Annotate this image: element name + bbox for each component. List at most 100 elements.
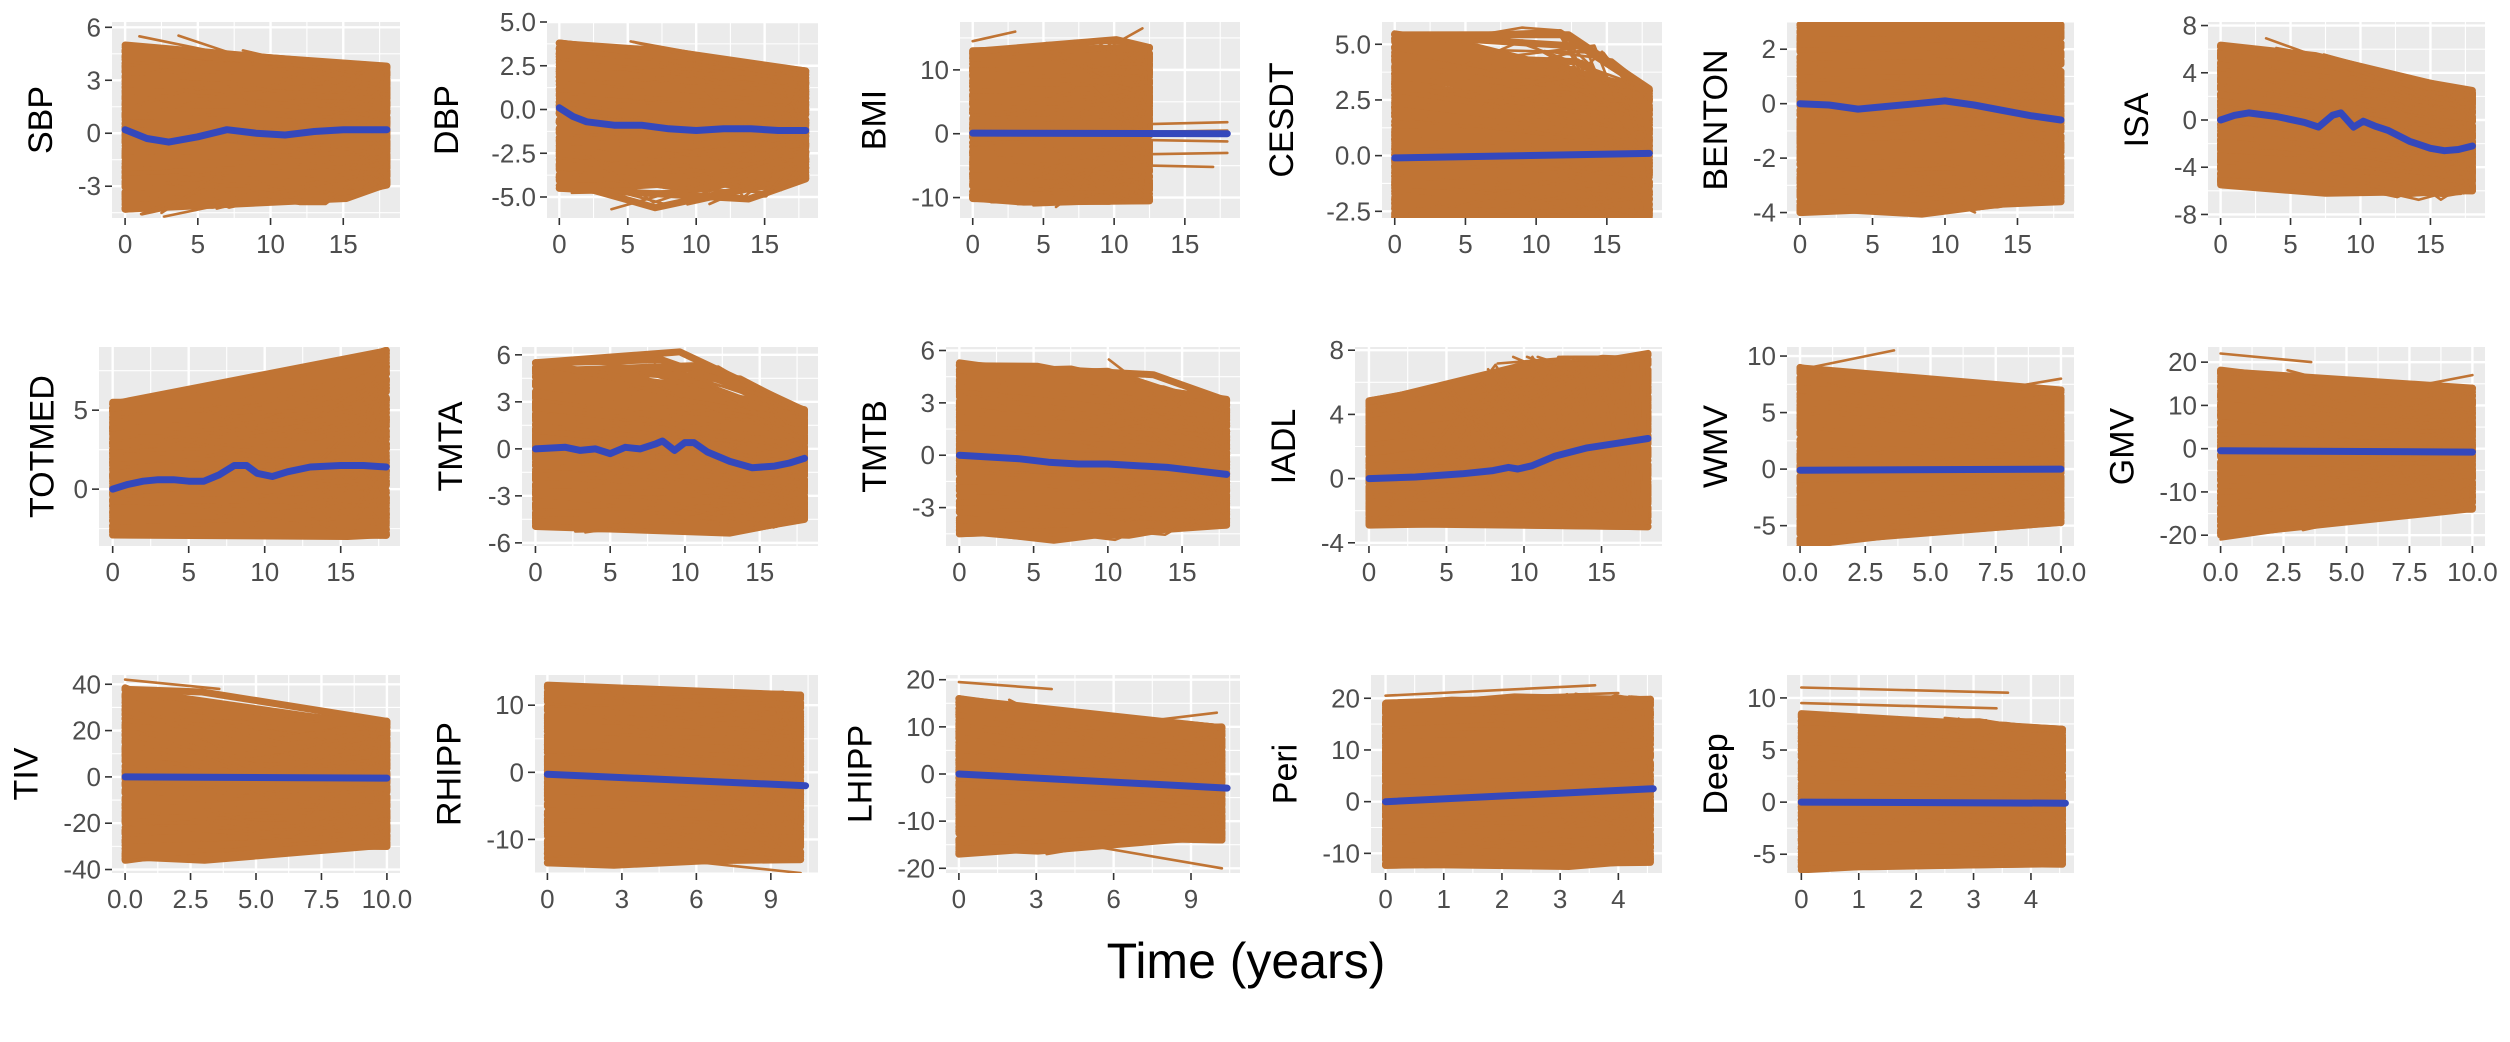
trajectory-line: [1991, 433, 2063, 459]
trajectory-outlier: [223, 833, 389, 853]
trajectory-line: [1039, 98, 1146, 106]
x-tick-label: 10: [2346, 229, 2375, 259]
x-tick-label: 0: [552, 229, 566, 259]
trajectory-line: [2315, 445, 2456, 473]
trajectory-line: [315, 176, 389, 194]
trajectory-line: [1458, 847, 1575, 855]
trajectory-line: [213, 352, 386, 420]
x-tick-label: 15: [1592, 229, 1621, 259]
trend-line-rhipp: [543, 770, 810, 790]
trajectory-line: [1563, 71, 1650, 128]
trajectory-line: [2275, 395, 2464, 430]
trajectory-line: [328, 800, 379, 817]
trajectory-line: [605, 166, 801, 206]
x-tick-label: 2.5: [172, 884, 208, 914]
trajectory-outlier: [1148, 138, 1229, 143]
trajectory-outlier: [971, 30, 1017, 43]
trajectory-line: [1808, 504, 2063, 546]
trajectory-line: [743, 156, 807, 201]
x-tick-label: 15: [2003, 229, 2032, 259]
trajectory-line: [676, 496, 805, 521]
y-tick-label: -6: [488, 528, 511, 558]
y-axis-title-dbp: DBP: [428, 85, 466, 155]
trajectory-line: [270, 514, 345, 537]
trajectory-line: [1399, 186, 1610, 218]
trajectories-peri: [1382, 683, 1654, 870]
trajectory-line: [1165, 759, 1205, 783]
trajectory-line: [321, 503, 383, 538]
trajectory-line: [1394, 769, 1649, 816]
trajectory-line: [1099, 422, 1198, 466]
trajectory-line: [1920, 89, 2063, 139]
trajectory-line: [1911, 188, 2062, 214]
y-tick-label: 0: [87, 118, 101, 148]
x-tick-label: 0.0: [1782, 557, 1818, 587]
trajectory-line: [301, 93, 383, 133]
trajectory-line: [570, 826, 776, 860]
trajectory-line: [1024, 767, 1215, 800]
trend-line-sbp: [121, 126, 391, 146]
trajectory-line: [545, 472, 806, 499]
y-tick-label: -10: [2159, 477, 2197, 507]
trajectory-line: [1458, 774, 1641, 809]
trajectory-line: [1436, 176, 1651, 218]
y-tick-label: 0: [510, 757, 524, 787]
trajectory-line: [1960, 56, 2057, 90]
y-tick-label: -2: [1753, 143, 1776, 173]
trajectory-line: [283, 454, 388, 498]
trajectories-gmv: [2217, 352, 2476, 541]
trajectory-line: [1120, 741, 1223, 771]
trajectory-line: [179, 745, 352, 756]
trajectory-line: [1382, 762, 1654, 774]
trajectory-line: [1802, 73, 1947, 107]
x-tick-label: 2.5: [1847, 557, 1883, 587]
trajectory-line: [656, 430, 804, 466]
trajectory-line: [1846, 389, 2062, 409]
trajectory-line: [2368, 184, 2471, 199]
trend-line-deep: [1797, 798, 2069, 807]
y-tick-label: -20: [897, 853, 935, 883]
y-axis-title-iadl: IADL: [1265, 409, 1303, 485]
trajectory-line: [623, 473, 806, 491]
trajectory-line: [1086, 402, 1226, 452]
trajectory-line: [720, 161, 807, 199]
panel-gmv: 0.0 2.5 5.0 7.5 10.0 -20 -10 0 10 20 GMV: [2104, 347, 2498, 587]
x-tick-label: 3: [1029, 884, 1043, 914]
trajectory-line: [1101, 495, 1198, 508]
trajectory-line: [1525, 801, 1649, 825]
trajectory-line: [1031, 392, 1228, 421]
y-tick-label: 2.5: [1335, 85, 1371, 115]
trajectory-line: [2239, 422, 2472, 450]
x-tick-label: 10: [1522, 229, 1551, 259]
x-tick-label: 3: [615, 884, 629, 914]
x-tick-label: 0: [2213, 229, 2227, 259]
y-tick-label: 40: [72, 669, 101, 699]
trajectory-line: [1057, 786, 1198, 802]
trajectory-line: [1871, 743, 2064, 776]
y-tick-label: -10: [911, 183, 949, 213]
trajectory-line: [1901, 170, 2032, 203]
trajectory-line: [988, 102, 1134, 110]
trajectory-line: [653, 362, 806, 424]
trajectory-line: [979, 87, 1142, 118]
trajectory-line: [1055, 720, 1150, 747]
trajectory-outlier: [1148, 120, 1229, 126]
trajectory-line: [1949, 44, 2061, 71]
trajectory-line: [2275, 412, 2454, 441]
y-axis-title-deep: Deep: [1697, 733, 1735, 814]
trajectory-line: [1451, 733, 1652, 761]
y-tick-label: -8: [2174, 199, 2197, 229]
x-tick-label: 2: [1909, 884, 1923, 914]
trajectory-line: [1934, 129, 2049, 165]
x-tick-label: 10: [670, 557, 699, 587]
trajectory-line: [1525, 161, 1650, 209]
y-tick-label: -20: [63, 808, 101, 838]
x-tick-label: 2.5: [2265, 557, 2301, 587]
trajectory-line: [1525, 701, 1613, 721]
y-tick-label: -2.5: [491, 138, 536, 168]
trajectory-line: [637, 456, 754, 483]
trajectory-line: [553, 696, 801, 746]
trajectory-line: [1556, 699, 1652, 744]
y-tick-label: 0: [921, 759, 935, 789]
